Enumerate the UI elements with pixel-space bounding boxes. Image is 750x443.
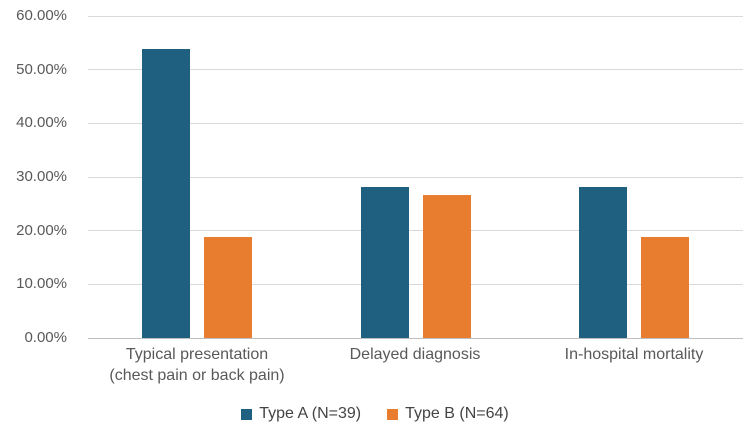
y-tick-label: 0.00% [24,329,67,346]
y-tick-label: 30.00% [16,168,67,185]
x-category-label: In-hospital mortality [564,346,704,363]
gridline [88,122,743,124]
x-axis-line [88,337,743,339]
gridline [88,69,743,71]
gridline [88,15,743,17]
bar-type-a-n-39-cat0 [142,49,190,338]
y-tick-label: 40.00% [16,114,67,132]
legend-swatch-icon [241,408,253,420]
legend: Type A (N=39) Type B (N=64) [0,405,750,423]
legend-swatch-icon [387,408,399,420]
legend-label: Type B (N=64) [405,405,509,422]
bar-type-a-n-39-cat1 [361,187,409,338]
legend-label: Type A (N=39) [259,405,362,422]
bar-type-a-n-39-cat2 [579,187,627,338]
bar-type-b-n-64-cat1 [423,195,471,338]
x-category-label: Delayed diagnosis [349,346,481,363]
gridline [88,283,743,285]
legend-item-type-b-n-64: Type B (N=64) [387,405,509,423]
bar-type-b-n-64-cat0 [204,237,252,338]
x-category-label: Typical presentation (chest pain or back… [109,346,285,384]
legend-item-type-a-n-39: Type A (N=39) [241,405,361,423]
y-tick-label: 20.00% [16,221,67,239]
y-tick-label: 10.00% [16,275,67,293]
y-tick-label: 50.00% [16,60,67,78]
gridline [88,176,743,178]
y-tick-label: 60.00% [16,7,67,24]
bar-type-b-n-64-cat2 [641,237,689,338]
gridline [88,230,743,232]
